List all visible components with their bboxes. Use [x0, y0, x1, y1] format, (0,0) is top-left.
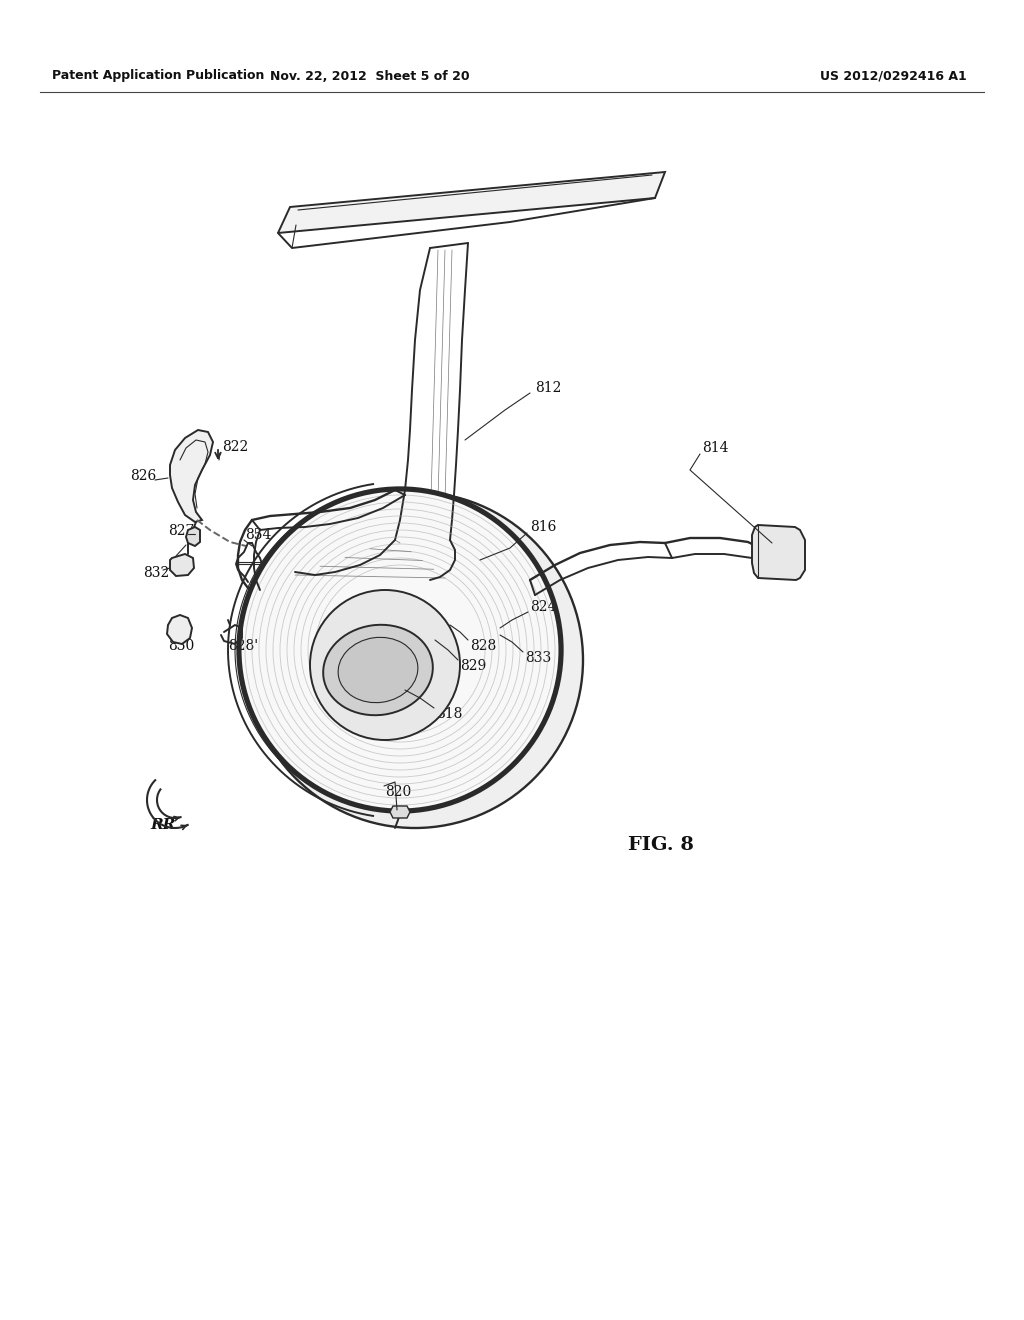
Text: 828': 828': [228, 639, 258, 653]
Text: 832: 832: [143, 566, 169, 579]
Text: RR: RR: [150, 818, 175, 832]
Text: 826: 826: [130, 469, 157, 483]
Text: 818: 818: [436, 708, 463, 721]
Polygon shape: [752, 525, 805, 579]
Polygon shape: [278, 172, 665, 234]
Text: 824: 824: [530, 601, 556, 614]
Circle shape: [247, 492, 583, 828]
Text: US 2012/0292416 A1: US 2012/0292416 A1: [820, 70, 967, 82]
Polygon shape: [170, 430, 213, 521]
Text: 812: 812: [535, 381, 561, 395]
Text: Patent Application Publication: Patent Application Publication: [52, 70, 264, 82]
Text: 828: 828: [470, 639, 497, 653]
Polygon shape: [170, 554, 194, 576]
Circle shape: [310, 590, 460, 741]
Text: 820: 820: [385, 785, 412, 799]
Ellipse shape: [324, 624, 433, 715]
Polygon shape: [186, 527, 200, 546]
Text: 827: 827: [168, 524, 195, 539]
Text: FIG. 8: FIG. 8: [628, 836, 694, 854]
Text: 854: 854: [245, 528, 271, 543]
Ellipse shape: [338, 638, 418, 702]
Text: 814: 814: [702, 441, 728, 455]
Text: 833: 833: [525, 651, 551, 665]
Text: 816: 816: [530, 520, 556, 535]
Text: 822: 822: [222, 440, 248, 454]
Polygon shape: [390, 807, 410, 818]
Text: 829: 829: [460, 659, 486, 673]
Text: 830: 830: [168, 639, 195, 653]
Polygon shape: [167, 615, 193, 644]
Circle shape: [238, 488, 562, 812]
Text: Nov. 22, 2012  Sheet 5 of 20: Nov. 22, 2012 Sheet 5 of 20: [270, 70, 470, 82]
